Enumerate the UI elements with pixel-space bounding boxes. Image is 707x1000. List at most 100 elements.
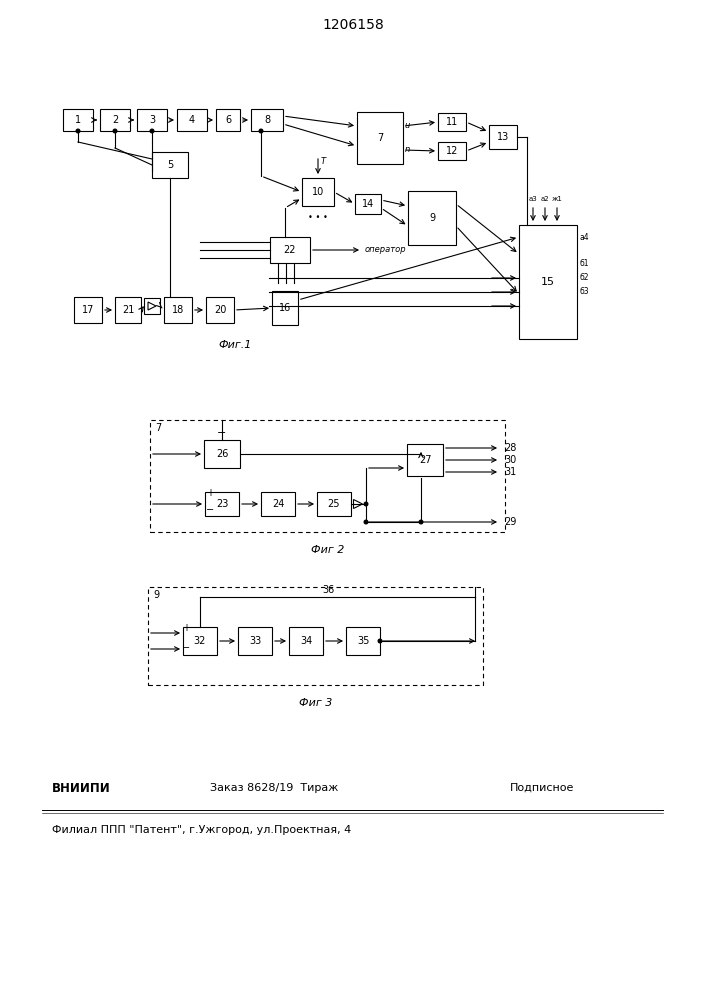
Text: б1: б1 <box>580 259 590 268</box>
Text: • • •: • • • <box>308 214 328 223</box>
Text: 10: 10 <box>312 187 324 197</box>
Text: 35: 35 <box>357 636 369 646</box>
Circle shape <box>150 129 154 133</box>
Bar <box>183 627 217 655</box>
Bar <box>438 113 466 131</box>
Circle shape <box>378 639 382 643</box>
Bar <box>164 297 192 323</box>
Text: а2: а2 <box>541 196 549 202</box>
Text: 9: 9 <box>429 213 435 223</box>
Text: 1: 1 <box>75 115 81 125</box>
Text: Подписное: Подписное <box>510 783 574 793</box>
Text: 29: 29 <box>504 517 516 527</box>
Bar <box>302 178 334 206</box>
Text: 7: 7 <box>377 133 383 143</box>
Text: T: T <box>321 157 326 166</box>
Text: −: − <box>206 505 214 515</box>
Text: а3: а3 <box>529 196 537 202</box>
Bar <box>355 194 381 214</box>
Bar <box>63 109 93 131</box>
Bar <box>408 191 456 245</box>
Text: 26: 26 <box>216 449 228 459</box>
Text: 3: 3 <box>149 115 155 125</box>
Bar <box>150 420 505 532</box>
Text: 25: 25 <box>328 499 340 509</box>
Text: 20: 20 <box>214 305 226 315</box>
Bar <box>317 492 351 516</box>
Bar <box>519 225 577 339</box>
Text: 31: 31 <box>504 467 516 477</box>
Bar <box>357 112 403 164</box>
Text: 28: 28 <box>504 443 516 453</box>
Text: оператор: оператор <box>365 245 407 254</box>
Text: 34: 34 <box>300 636 312 646</box>
Bar <box>346 627 380 655</box>
Text: Фиг 3: Фиг 3 <box>299 698 332 708</box>
Text: 1206158: 1206158 <box>322 18 384 32</box>
Text: 16: 16 <box>279 303 291 313</box>
Text: 7: 7 <box>155 423 161 433</box>
Text: 12: 12 <box>446 146 458 156</box>
Bar <box>144 298 160 314</box>
Circle shape <box>113 129 117 133</box>
Text: +: + <box>182 623 190 633</box>
Text: 4: 4 <box>189 115 195 125</box>
Bar <box>205 492 239 516</box>
Text: 5: 5 <box>167 160 173 170</box>
Text: 24: 24 <box>271 499 284 509</box>
Bar <box>100 109 130 131</box>
Bar <box>261 492 295 516</box>
Text: 9: 9 <box>153 590 159 600</box>
Circle shape <box>76 129 80 133</box>
Text: 23: 23 <box>216 499 228 509</box>
Text: −: − <box>217 428 227 438</box>
Text: ж1: ж1 <box>551 196 563 202</box>
Circle shape <box>364 520 368 524</box>
Text: 13: 13 <box>497 132 509 142</box>
Bar <box>251 109 283 131</box>
Circle shape <box>259 129 263 133</box>
Text: 8: 8 <box>264 115 270 125</box>
Bar <box>137 109 167 131</box>
Text: +: + <box>206 488 214 498</box>
Text: Фиг 2: Фиг 2 <box>311 545 344 555</box>
Bar <box>177 109 207 131</box>
Text: 33: 33 <box>249 636 261 646</box>
Bar <box>438 142 466 160</box>
Bar <box>272 291 298 325</box>
Text: б3: б3 <box>580 288 590 296</box>
Text: Филиал ППП "Патент", г.Ужгород, ул.Проектная, 4: Филиал ППП "Патент", г.Ужгород, ул.Проек… <box>52 825 351 835</box>
Text: а4: а4 <box>580 232 590 241</box>
Bar <box>216 109 240 131</box>
Bar <box>204 440 240 468</box>
Text: б2: б2 <box>580 273 590 282</box>
Bar <box>74 297 102 323</box>
Text: 6: 6 <box>225 115 231 125</box>
Text: 11: 11 <box>446 117 458 127</box>
Text: 21: 21 <box>122 305 134 315</box>
Text: 2: 2 <box>112 115 118 125</box>
Bar <box>289 627 323 655</box>
Circle shape <box>419 520 423 524</box>
Text: 14: 14 <box>362 199 374 209</box>
Bar <box>115 297 141 323</box>
Text: 32: 32 <box>194 636 206 646</box>
Text: −: − <box>182 643 190 653</box>
Bar <box>206 297 234 323</box>
Text: 36: 36 <box>322 585 334 595</box>
Text: u: u <box>405 121 410 130</box>
Circle shape <box>364 502 368 506</box>
Text: Фиг.1: Фиг.1 <box>218 340 252 350</box>
Text: 17: 17 <box>82 305 94 315</box>
Text: 15: 15 <box>541 277 555 287</box>
Bar <box>407 444 443 476</box>
Text: 30: 30 <box>504 455 516 465</box>
Bar <box>238 627 272 655</box>
Text: 18: 18 <box>172 305 184 315</box>
Text: ВНИИПИ: ВНИИПИ <box>52 782 111 794</box>
Text: 27: 27 <box>419 455 431 465</box>
Text: Заказ 8628/19  Тираж: Заказ 8628/19 Тираж <box>210 783 339 793</box>
Bar <box>489 125 517 149</box>
Bar <box>148 587 483 685</box>
Text: n: n <box>405 145 410 154</box>
